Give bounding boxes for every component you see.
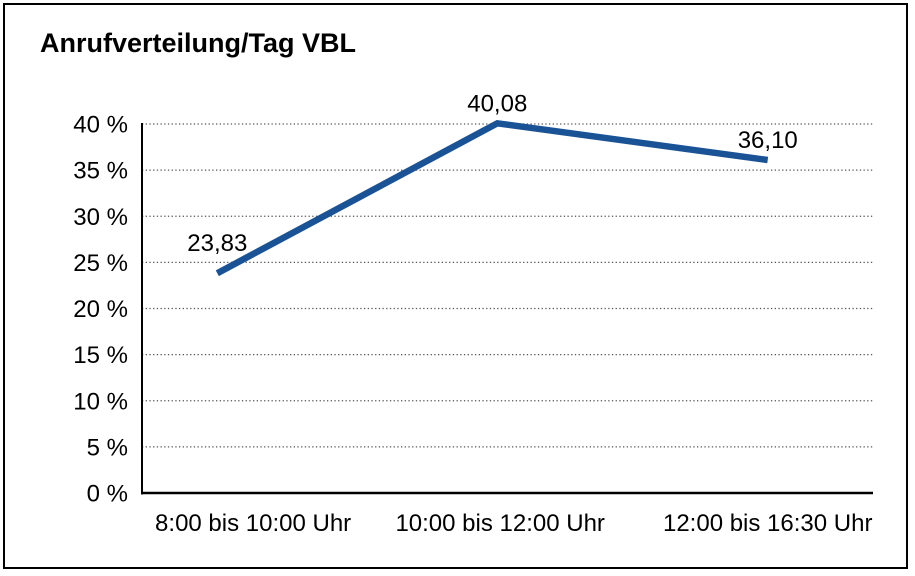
- chart-frame: [3, 3, 908, 569]
- data-point-label: 23,83: [187, 230, 247, 257]
- y-tick-label: 10 %: [73, 388, 128, 415]
- y-tick-label: 30 %: [73, 204, 128, 231]
- data-line: [215, 119, 769, 277]
- x-tick-label: 12:00 bis 16:30 Uhr: [663, 510, 872, 537]
- y-tick-label: 0 %: [87, 481, 128, 508]
- y-tick-label: 40 %: [73, 112, 128, 139]
- y-tick-label: 25 %: [73, 250, 128, 277]
- y-tick-label: 15 %: [73, 342, 128, 369]
- data-point-label: 40,08: [467, 90, 527, 117]
- x-tick-label: 10:00 bis 12:00 Uhr: [395, 510, 604, 537]
- data-point-label: 36,10: [738, 127, 798, 154]
- y-tick-label: 5 %: [87, 434, 128, 461]
- y-tick-label: 20 %: [73, 296, 128, 323]
- chart-title: Anrufverteilung/Tag VBL: [40, 28, 357, 58]
- y-tick-label: 35 %: [73, 158, 128, 185]
- x-tick-label: 8:00 bis 10:00 Uhr: [155, 510, 351, 537]
